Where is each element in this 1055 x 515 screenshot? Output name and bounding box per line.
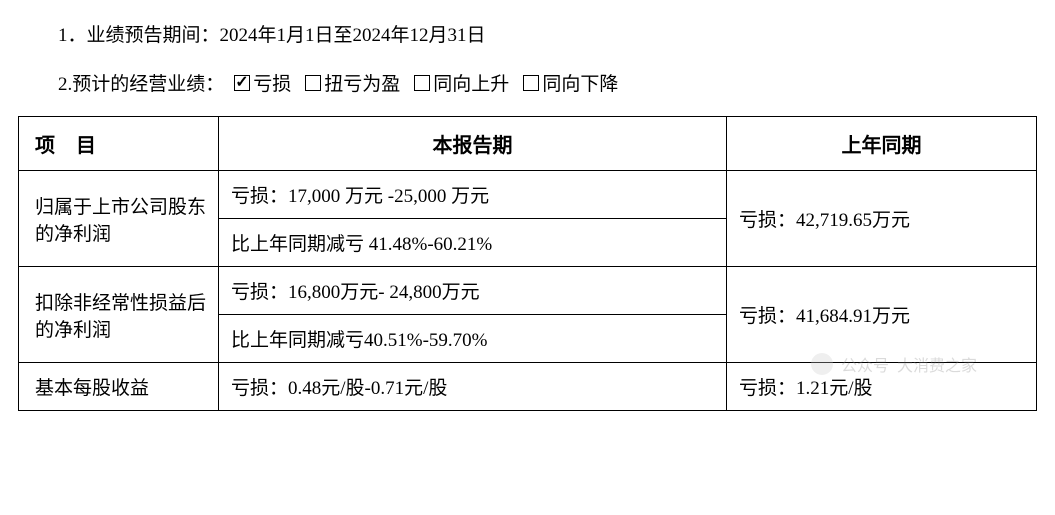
row2-current-top: 亏损：16,800万元- 24,800万元 xyxy=(219,267,727,315)
table-row: 基本每股收益 亏损：0.48元/股-0.71元/股 亏损：1.21元/股 xyxy=(19,363,1037,411)
option-turnaround-label: 扭亏为盈 xyxy=(324,69,400,96)
checkbox-decrease-icon xyxy=(523,75,539,91)
option-decrease: 同向下降 xyxy=(523,69,618,96)
row3-current: 亏损：0.48元/股-0.71元/股 xyxy=(219,363,727,411)
option-turnaround: 扭亏为盈 xyxy=(305,69,400,96)
option-loss: 亏损 xyxy=(234,69,291,96)
option-decrease-label: 同向下降 xyxy=(542,69,618,96)
checkbox-increase-icon xyxy=(414,75,430,91)
forecast-period-prefix: 1．业绩预告期间： xyxy=(58,25,220,46)
header-previous: 上年同期 xyxy=(727,117,1037,171)
row2-current-bottom: 比上年同期减亏40.51%-59.70% xyxy=(219,315,727,363)
row1-current-top: 亏损：17,000 万元 -25,000 万元 xyxy=(219,171,727,219)
checkbox-loss-icon xyxy=(234,75,250,91)
header-current: 本报告期 xyxy=(219,117,727,171)
header-item: 项 目 xyxy=(19,117,219,171)
row3-item: 基本每股收益 xyxy=(19,363,219,411)
table-row: 归属于上市公司股东的净利润 亏损：17,000 万元 -25,000 万元 亏损… xyxy=(19,171,1037,219)
row3-previous: 亏损：1.21元/股 xyxy=(727,363,1037,411)
row2-previous: 亏损：41,684.91万元 xyxy=(727,267,1037,363)
row1-previous: 亏损：42,719.65万元 xyxy=(727,171,1037,267)
row2-item: 扣除非经常性损益后的净利润 xyxy=(19,267,219,363)
forecast-period-value: 2024年1月1日至2024年12月31日 xyxy=(220,25,486,46)
row1-item: 归属于上市公司股东的净利润 xyxy=(19,171,219,267)
table-header-row: 项 目 本报告期 上年同期 xyxy=(19,117,1037,171)
expected-results-line: 2.预计的经营业绩： 亏损 扭亏为盈 同向上升 同向下降 xyxy=(18,69,1037,96)
option-increase-label: 同向上升 xyxy=(433,69,509,96)
option-loss-label: 亏损 xyxy=(253,69,291,96)
checkbox-turnaround-icon xyxy=(305,75,321,91)
performance-table: 项 目 本报告期 上年同期 归属于上市公司股东的净利润 亏损：17,000 万元… xyxy=(18,116,1037,411)
row1-current-bottom: 比上年同期减亏 41.48%-60.21% xyxy=(219,219,727,267)
expected-results-prefix: 2.预计的经营业绩： xyxy=(58,69,224,96)
option-increase: 同向上升 xyxy=(414,69,509,96)
table-row: 扣除非经常性损益后的净利润 亏损：16,800万元- 24,800万元 亏损：4… xyxy=(19,267,1037,315)
forecast-period-line: 1．业绩预告期间：2024年1月1日至2024年12月31日 xyxy=(18,20,1037,47)
